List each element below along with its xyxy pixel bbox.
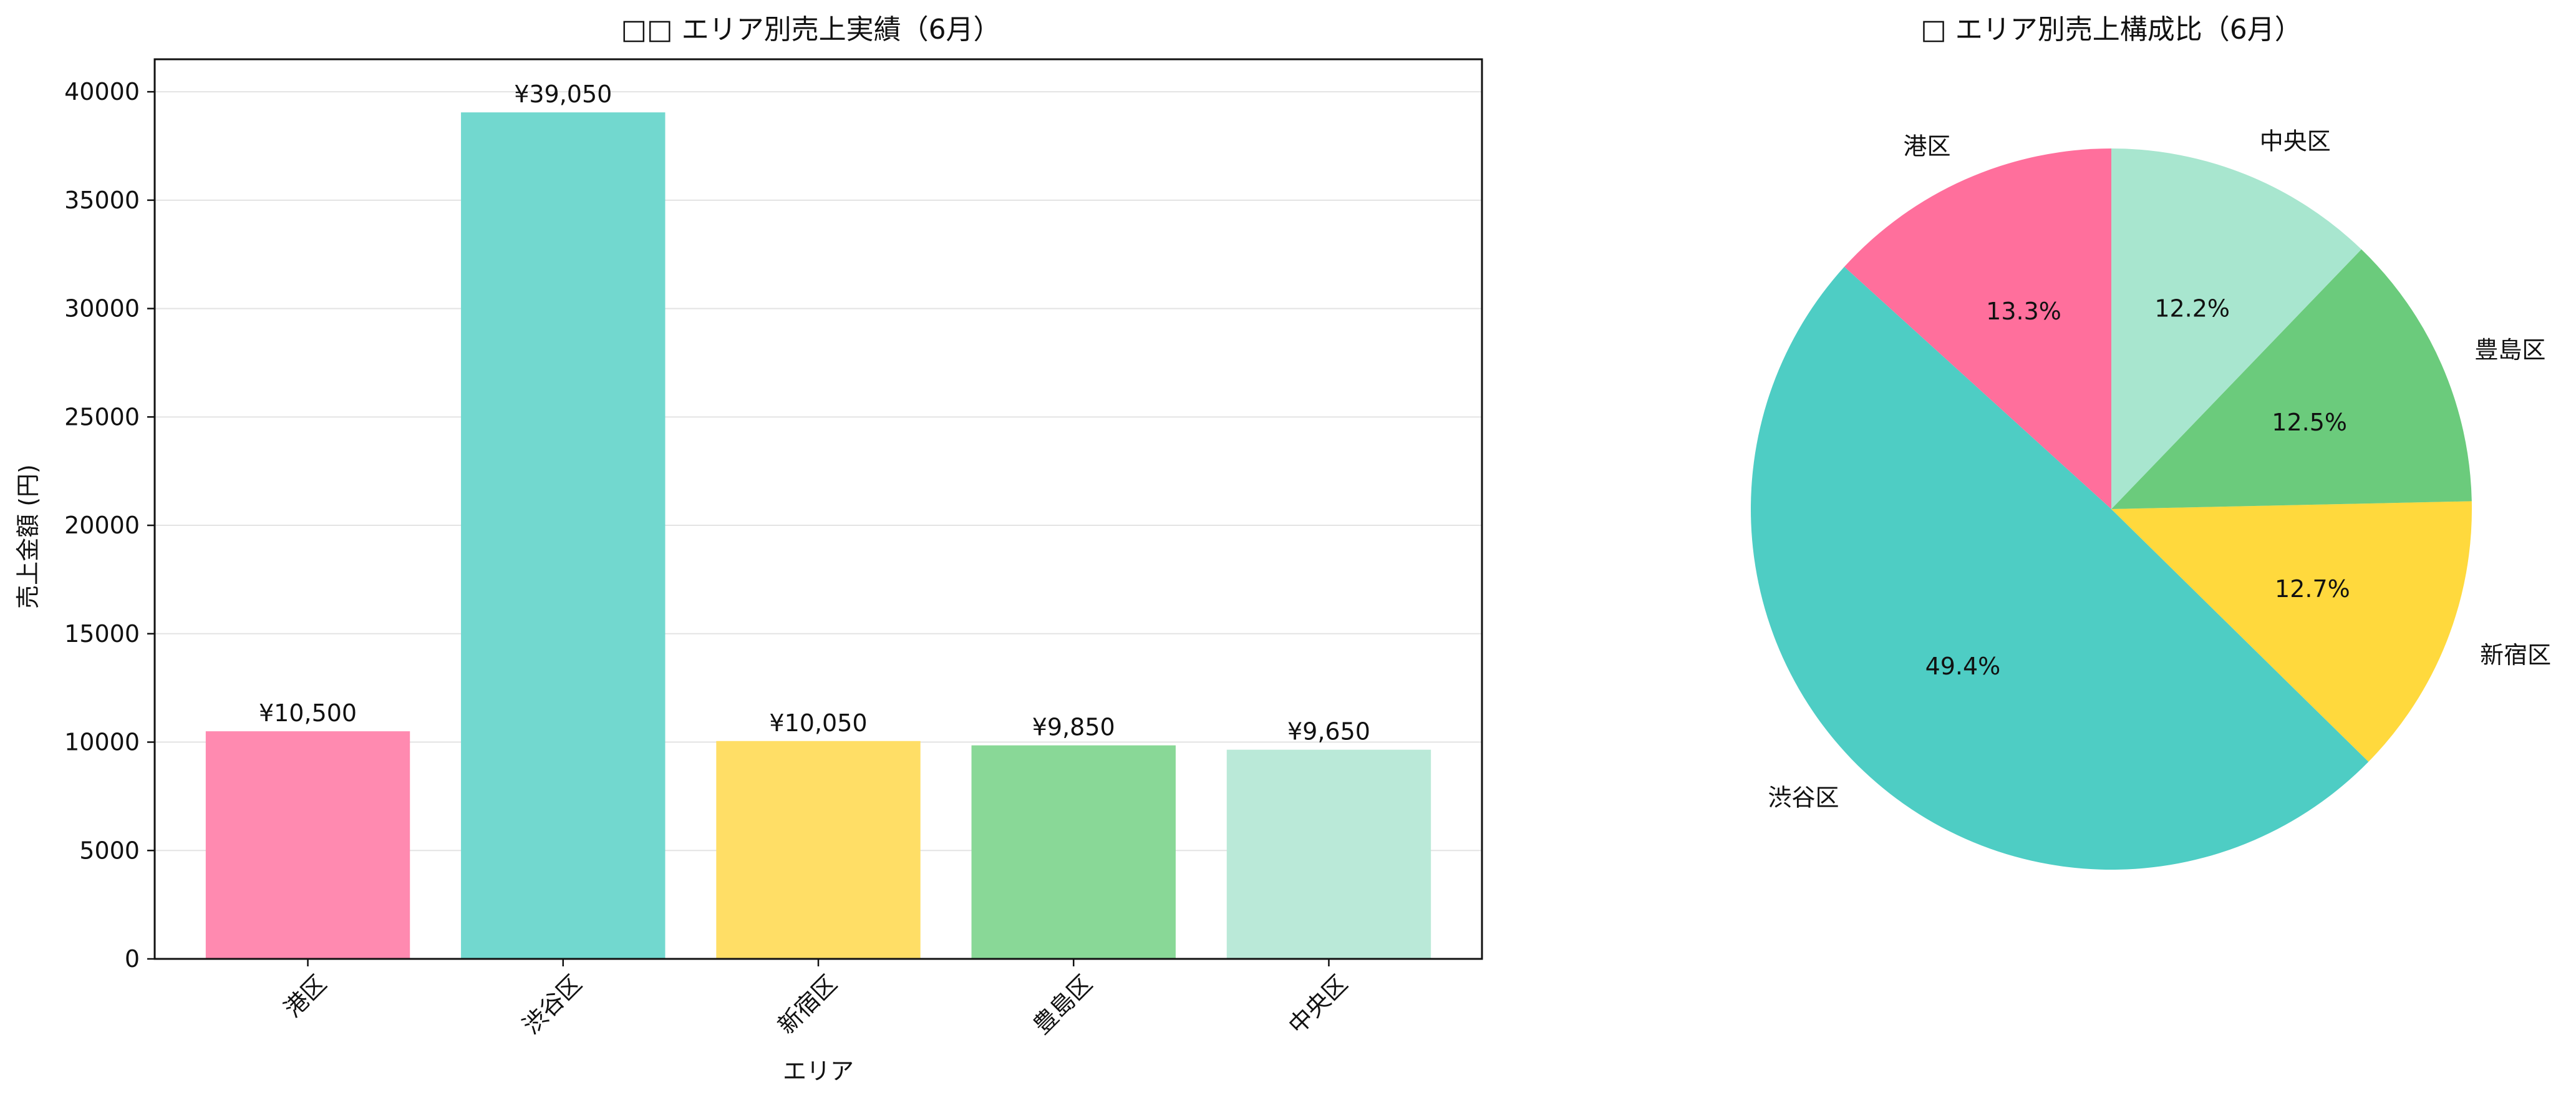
y-tick-label: 25000 (64, 403, 140, 430)
pie-chart: 港区 13.3% 渋谷区 49.4% 新宿区 12.7% 豊島区 12.5% 中央区 12.2% (1750, 127, 2551, 870)
bar-value-label: ¥9,650 (1287, 718, 1370, 746)
y-tick-label: 35000 (64, 187, 140, 214)
pie-slice-label: 渋谷区 (1768, 784, 1839, 811)
pie-percent-label: 12.5% (2272, 409, 2347, 436)
bar-value-label: ¥9,850 (1032, 714, 1115, 741)
pie-chart-title: □ エリア別売上構成比（6月） (1920, 14, 2302, 46)
x-tick-label: 新宿区 (773, 969, 843, 1039)
pie-slice (2111, 148, 2361, 509)
bar-chart-title: □□ エリア別売上実績（6月） (621, 14, 1000, 46)
bar-chart: ¥10,500 ¥39,050 ¥10,050 ¥9,850 ¥9,650 0 5000 10… (64, 58, 1483, 1039)
pie-percent-label: 12.7% (2275, 575, 2350, 603)
bar-chart-ylabel: 売上金額 (円) (14, 464, 42, 609)
bar-value-label: ¥10,050 (769, 709, 867, 737)
pie-slice (1844, 148, 2111, 509)
bar (461, 112, 666, 959)
y-tick-label: 5000 (79, 837, 140, 864)
y-tick-label: 10000 (64, 729, 140, 756)
bar (205, 731, 410, 959)
bar-value-label: ¥10,500 (259, 699, 357, 727)
pie-slice-label: 中央区 (2260, 127, 2331, 155)
bar-value-label: ¥39,050 (514, 80, 612, 108)
pie-percent-label: 13.3% (1986, 298, 2061, 325)
pie-percent-label: 12.2% (2154, 294, 2230, 322)
bar (716, 741, 921, 959)
pie-slice-label: 港区 (1903, 133, 1950, 160)
x-tick-label: 豊島区 (1028, 969, 1098, 1039)
y-tick-label: 30000 (64, 295, 140, 323)
pie-slice (2111, 249, 2472, 509)
pie-percent-label: 49.4% (1925, 653, 2001, 680)
pie-slice (1750, 266, 2369, 870)
bar (971, 745, 1176, 959)
y-tick-label: 15000 (64, 620, 140, 648)
bar (1226, 749, 1431, 959)
pie-slice (2111, 501, 2472, 762)
y-tick-label: 40000 (64, 78, 140, 105)
pie-slice-label: 豊島区 (2474, 336, 2545, 364)
x-tick-label: 渋谷区 (517, 969, 587, 1039)
x-tick-label: 港区 (279, 969, 332, 1023)
pie-slice-label: 新宿区 (2480, 641, 2551, 669)
y-tick-label: 20000 (64, 512, 140, 539)
bar-chart-xlabel: エリア (783, 1057, 854, 1085)
y-tick-label: 0 (125, 945, 140, 973)
x-tick-label: 中央区 (1283, 969, 1353, 1039)
